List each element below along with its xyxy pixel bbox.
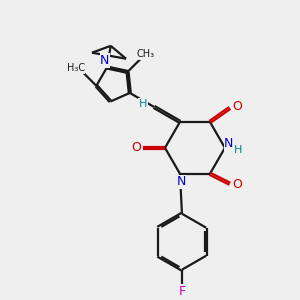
Text: H₃C: H₃C	[67, 63, 85, 73]
Text: N: N	[224, 137, 234, 150]
Text: N: N	[100, 54, 110, 67]
Text: O: O	[232, 100, 242, 113]
Text: N: N	[176, 175, 186, 188]
Text: CH₃: CH₃	[136, 49, 155, 59]
Text: F: F	[178, 285, 185, 298]
Text: H: H	[139, 99, 147, 109]
Text: O: O	[232, 178, 242, 191]
Text: O: O	[131, 141, 141, 154]
Text: H: H	[234, 145, 242, 155]
